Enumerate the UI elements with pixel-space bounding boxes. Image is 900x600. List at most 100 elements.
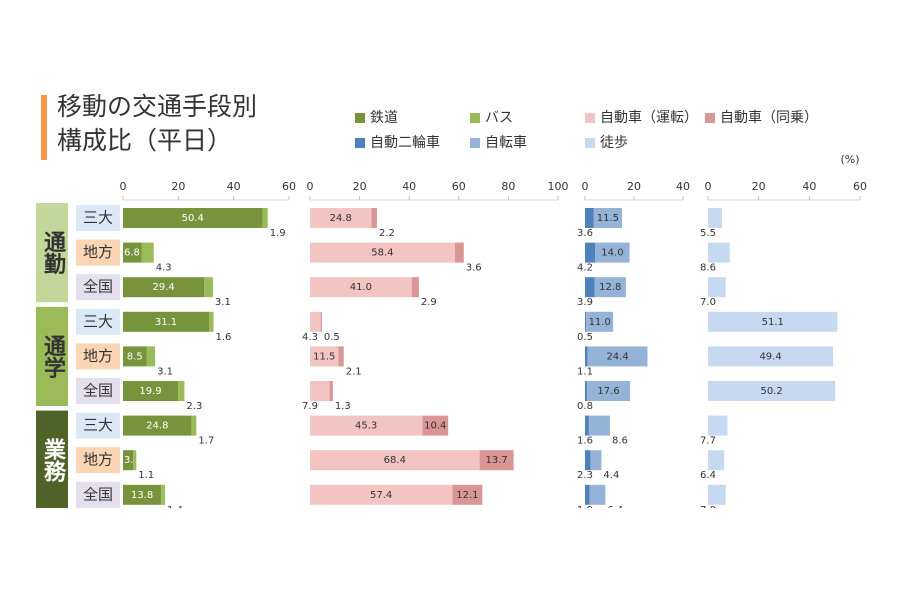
value-label: 2.9 — [421, 297, 437, 308]
group-box — [36, 203, 68, 303]
bar-segment — [161, 484, 166, 505]
bar-segment — [708, 381, 836, 401]
bar-segment — [422, 415, 449, 436]
value-label: 0.8 — [577, 401, 593, 412]
bar-segment — [178, 381, 185, 401]
value-label: 3.1 — [157, 366, 173, 377]
value-label: 4.3 — [156, 263, 172, 274]
bar-segment — [209, 311, 214, 332]
value-label: 4.2 — [577, 263, 593, 274]
crop — [0, 508, 900, 600]
legend-label: 自動車（同乗） — [720, 109, 818, 126]
bar-segment — [585, 311, 587, 332]
value-label: 13.8 — [131, 490, 153, 501]
category-box — [76, 378, 120, 404]
bar-segment — [587, 346, 648, 367]
value-label: 50.4 — [182, 213, 204, 224]
bar-segment — [146, 346, 156, 367]
bar-segment — [585, 208, 594, 228]
x-tick-label: 60 — [853, 180, 867, 193]
value-label: 7.7 — [700, 436, 716, 447]
bar-segment — [338, 346, 344, 367]
bar-segment — [589, 484, 606, 505]
bar-segment — [585, 415, 589, 436]
category-label: 地方 — [83, 243, 113, 261]
bar-segment — [588, 415, 610, 436]
category-box — [76, 205, 120, 231]
bar-segment — [708, 415, 728, 436]
x-tick-label: 100 — [548, 180, 569, 193]
category-label: 全国 — [83, 382, 113, 400]
bar-segment — [141, 242, 154, 263]
value-label: 5.5 — [700, 228, 716, 239]
bar-segment — [708, 242, 730, 263]
category-label: 全国 — [83, 278, 113, 296]
category-label: 全国 — [83, 485, 113, 503]
x-tick-label: 40 — [802, 180, 816, 193]
bar-segment — [454, 242, 464, 263]
x-tick-label: 20 — [353, 180, 367, 193]
value-label: 49.4 — [759, 351, 781, 362]
value-label: 29.4 — [153, 282, 175, 293]
bar-segment — [585, 242, 596, 263]
value-label: 2.3 — [577, 470, 593, 481]
bar-segment — [708, 484, 726, 505]
x-tick-label: 60 — [452, 180, 466, 193]
bar-segment — [310, 242, 455, 263]
legend-swatch — [355, 113, 365, 123]
bar-segment — [191, 415, 197, 436]
legend-label: 自転車 — [485, 134, 527, 151]
category-label: 三大 — [83, 209, 113, 227]
group-box — [36, 306, 68, 406]
value-label: 0.5 — [577, 332, 593, 343]
bar-segment — [371, 208, 377, 228]
value-label: 3.7 — [124, 455, 140, 466]
legend-label: 徒歩 — [600, 135, 628, 151]
x-tick-label: 80 — [501, 180, 515, 193]
bar-segment — [320, 311, 322, 332]
value-label: 45.3 — [355, 421, 377, 432]
legend-label: 鉄道 — [370, 110, 398, 126]
value-label: 14.0 — [601, 248, 623, 259]
bar-segment — [310, 381, 330, 401]
value-label: 1.7 — [198, 436, 214, 447]
legend-label: 自動二輪車 — [370, 134, 440, 151]
bar-segment — [585, 450, 591, 471]
category-box — [76, 308, 120, 335]
bar-segment — [708, 277, 726, 298]
bar-segment — [586, 311, 614, 332]
bar-segment — [310, 208, 372, 228]
group-box — [36, 410, 68, 510]
value-label: 10.4 — [424, 421, 446, 432]
value-label: 7.9 — [302, 401, 318, 412]
bar-segment — [310, 450, 480, 471]
bar-segment — [708, 311, 838, 332]
value-label: 51.1 — [762, 317, 784, 328]
category-box — [76, 343, 120, 370]
value-label: 19.9 — [139, 386, 161, 397]
legend-label: 自動車（運転） — [600, 109, 698, 126]
value-label: 24.4 — [606, 351, 628, 362]
value-label: 24.8 — [330, 213, 352, 224]
value-label: 11.0 — [589, 317, 611, 328]
value-label: 17.6 — [597, 386, 619, 397]
bar-segment — [310, 346, 339, 367]
x-tick-label: 40 — [676, 180, 690, 193]
bar-segment — [411, 277, 419, 298]
bar-segment — [123, 277, 205, 298]
x-tick-label: 0 — [307, 180, 314, 193]
bar-segment — [204, 277, 213, 298]
bar-segment — [590, 450, 602, 471]
group-label: 業務 — [40, 438, 66, 483]
bar-segment — [708, 450, 725, 471]
value-label: 4.4 — [603, 470, 619, 481]
bar-segment — [262, 208, 268, 228]
value-label: 58.4 — [371, 248, 393, 259]
bar-segment — [708, 208, 722, 228]
value-label: 11.5 — [597, 213, 619, 224]
category-box — [76, 274, 120, 301]
value-label: 1.1 — [138, 470, 154, 481]
bar-segment — [452, 484, 483, 505]
group-label: 通勤 — [40, 231, 66, 276]
